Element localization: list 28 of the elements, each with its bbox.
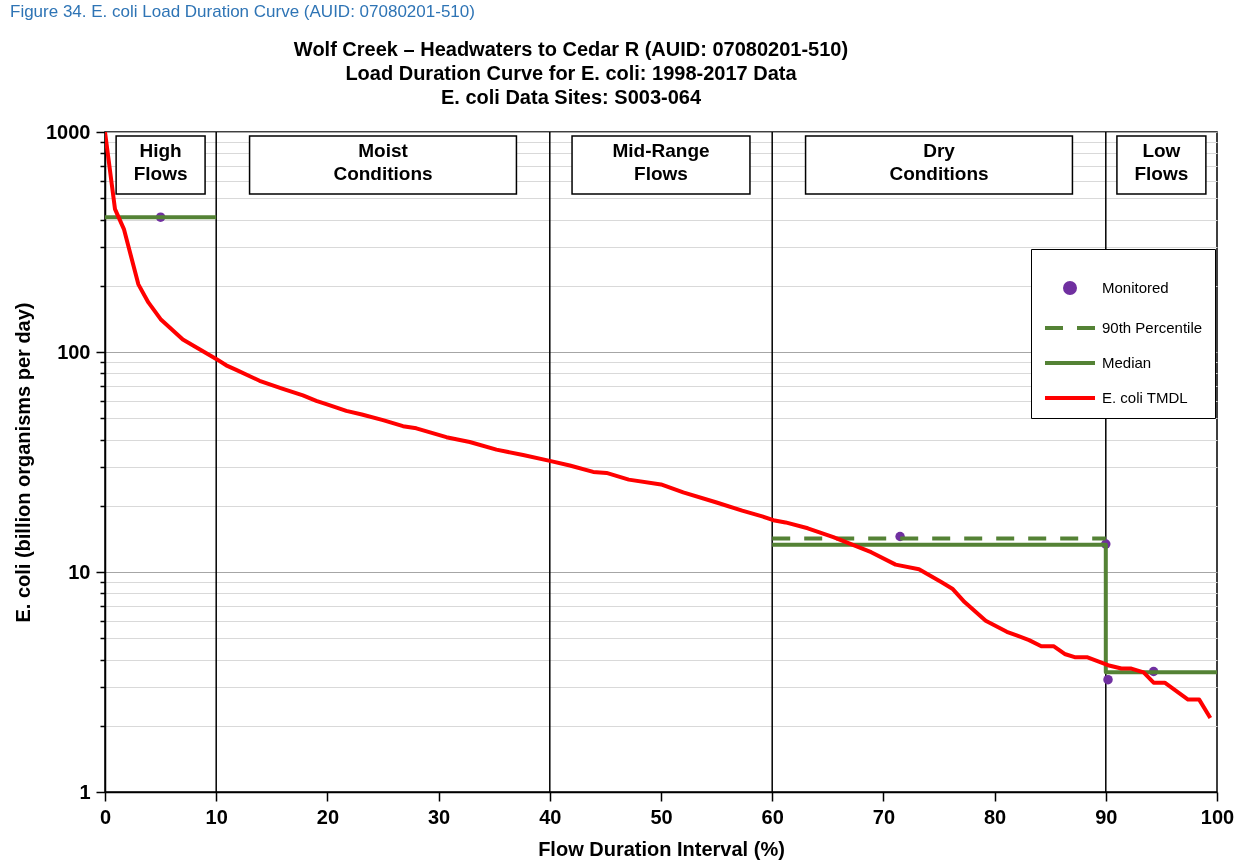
y-tick-label: 10 <box>68 560 91 583</box>
y-tick-label: 100 <box>57 340 91 363</box>
x-tick-label: 10 <box>205 805 228 828</box>
x-tick-label: 20 <box>316 805 340 828</box>
x-tick-label: 60 <box>761 805 784 828</box>
legend-label: 90th Percentile <box>1102 319 1203 336</box>
y-axis-title: E. coli (billion organisms per day) <box>12 302 35 623</box>
annotation: Moist Conditions <box>333 140 433 184</box>
x-tick-label: 30 <box>427 805 451 828</box>
x-tick-label: 80 <box>983 805 1007 828</box>
annotation: Mid-Range Flows <box>612 140 710 184</box>
annotation: Low Flows <box>1134 140 1189 184</box>
x-tick-label: 70 <box>872 805 896 828</box>
x-tick-label: 0 <box>99 805 112 828</box>
x-tick-label: 40 <box>539 805 562 828</box>
x-tick-label: 100 <box>1200 805 1235 828</box>
legend-label: E. coli TMDL <box>1102 389 1188 406</box>
annotation: Dry Conditions <box>889 140 989 184</box>
legend-label: Median <box>1102 354 1152 371</box>
x-axis-title: Flow Duration Interval (%) <box>538 837 785 860</box>
y-tick-label: 1 <box>79 780 91 803</box>
annotation: High Flows <box>133 140 188 184</box>
x-tick-label: 90 <box>1095 805 1118 828</box>
legend-label: Monitored <box>1102 279 1169 296</box>
chart-title: Wolf Creek – Headwaters to Cedar R (AUID: 07080201-510) Load Duration Curve for E. coli: 1998-2017 Data E. coli Data Sites: S003-064 <box>293 38 849 108</box>
y-tick-label: 1000 <box>46 120 91 143</box>
x-tick-label: 50 <box>650 805 673 828</box>
caption: Figure 34. E. coli Load Duration Curve (AUID: 07080201-510) <box>9 1 476 23</box>
